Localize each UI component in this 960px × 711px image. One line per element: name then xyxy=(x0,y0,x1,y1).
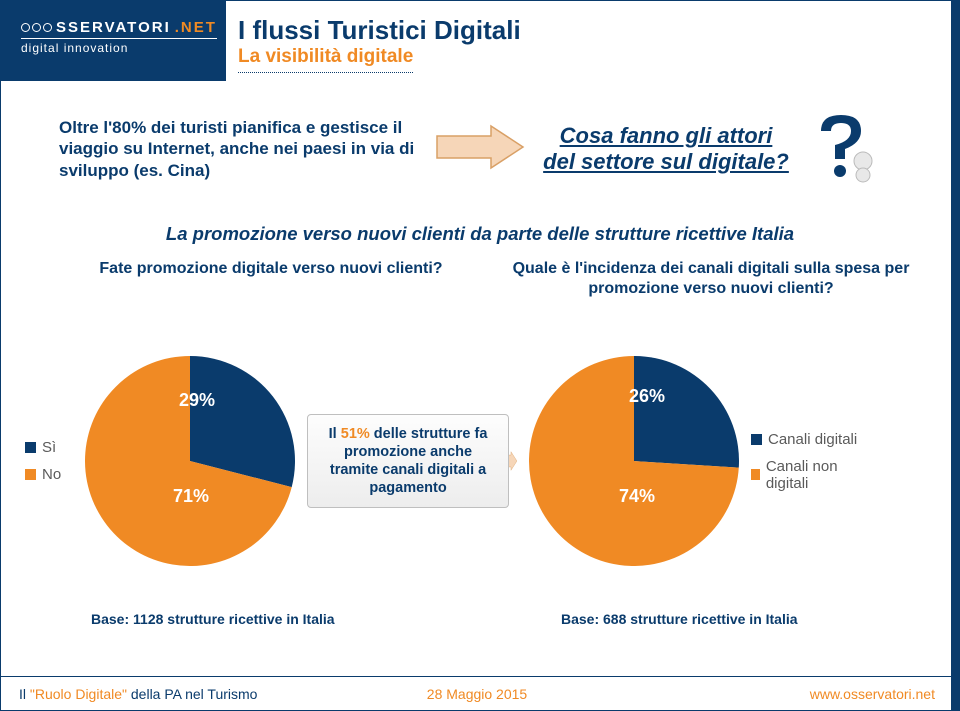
pie-right-wrap: 26% 74% xyxy=(529,356,739,566)
legend-swatch xyxy=(25,469,36,480)
logo-brand-text: SSERVATORI xyxy=(56,19,171,36)
legend-label: Sì xyxy=(42,439,56,456)
subquestion-left: Fate promozione digitale verso nuovi cli… xyxy=(81,259,461,299)
legend-label: Canali non digitali xyxy=(766,458,861,492)
pie-slice-label: 71% xyxy=(173,486,209,507)
logo-top-row: SSERVATORI.NET xyxy=(21,19,217,36)
logo-subtitle: digital innovation xyxy=(21,38,217,55)
logo-circles-icon xyxy=(21,23,52,32)
callout-prefix: Il xyxy=(329,426,341,442)
legend-swatch xyxy=(25,442,36,453)
footer-left-prefix: Il xyxy=(19,686,30,702)
middle-callout: Il 51% delle strutture fa promozione anc… xyxy=(307,414,517,509)
footer-center: 28 Maggio 2015 xyxy=(427,686,527,702)
pie-slice-label: 26% xyxy=(629,386,665,407)
pie-chart-right: 26% 74% xyxy=(529,356,739,566)
intro-row: Oltre l'80% dei turisti pianifica e gest… xyxy=(59,109,899,189)
callout-box: Il 51% delle strutture fa promozione anc… xyxy=(307,414,509,509)
legend-item: Sì xyxy=(25,439,85,456)
footer-left-quote: "Ruolo Digitale" xyxy=(30,686,127,702)
intro-text: Oltre l'80% dei turisti pianifica e gest… xyxy=(59,117,419,181)
legend-right: Canali digitali Canali non digitali xyxy=(751,431,861,492)
legend-item: Canali non digitali xyxy=(751,458,861,492)
base-right: Base: 688 strutture ricettive in Italia xyxy=(561,611,921,627)
callout-highlight: 51% xyxy=(341,426,370,442)
base-notes-row: Base: 1128 strutture ricettive in Italia… xyxy=(1,611,959,627)
question-mark-icon xyxy=(801,109,881,189)
arrow-right-icon xyxy=(435,124,525,175)
intro-question: Cosa fanno gli attori del settore sul di… xyxy=(541,123,791,176)
sub-questions-row: Fate promozione digitale verso nuovi cli… xyxy=(1,259,959,299)
legend-item: No xyxy=(25,466,85,483)
footer: Il "Ruolo Digitale" della PA nel Turismo… xyxy=(1,676,953,710)
legend-label: Canali digitali xyxy=(768,431,857,448)
legend-left: Sì No xyxy=(25,439,85,483)
footer-left: Il "Ruolo Digitale" della PA nel Turismo xyxy=(19,686,257,702)
base-left: Base: 1128 strutture ricettive in Italia xyxy=(91,611,451,627)
pie-slice-label: 29% xyxy=(179,390,215,411)
pie-left-wrap: 29% 71% xyxy=(85,356,295,566)
title-block: I flussi Turistici Digitali La visibilit… xyxy=(226,15,521,73)
footer-right: www.osservatori.net xyxy=(810,686,935,702)
page-title: I flussi Turistici Digitali xyxy=(238,15,521,46)
slide: SSERVATORI.NET digital innovation I flus… xyxy=(0,0,960,711)
footer-left-suffix: della PA nel Turismo xyxy=(127,686,257,702)
legend-swatch xyxy=(751,469,760,480)
legend-label: No xyxy=(42,466,61,483)
header: SSERVATORI.NET digital innovation xyxy=(21,19,235,55)
page-subtitle: La visibilità digitale xyxy=(238,46,413,73)
section-heading: La promozione verso nuovi clienti da par… xyxy=(1,223,959,245)
legend-item: Canali digitali xyxy=(751,431,861,448)
logo-domain-text: .NET xyxy=(175,19,217,36)
subquestion-right: Quale è l'incidenza dei canali digitali … xyxy=(501,259,921,299)
charts-row: Sì No 29% 71% Il 51% delle strutture fa pr… xyxy=(1,331,959,591)
logo: SSERVATORI.NET digital innovation xyxy=(21,19,217,55)
pie-chart-left: 29% 71% xyxy=(85,356,295,566)
pie-slice-label: 74% xyxy=(619,486,655,507)
legend-swatch xyxy=(751,434,762,445)
